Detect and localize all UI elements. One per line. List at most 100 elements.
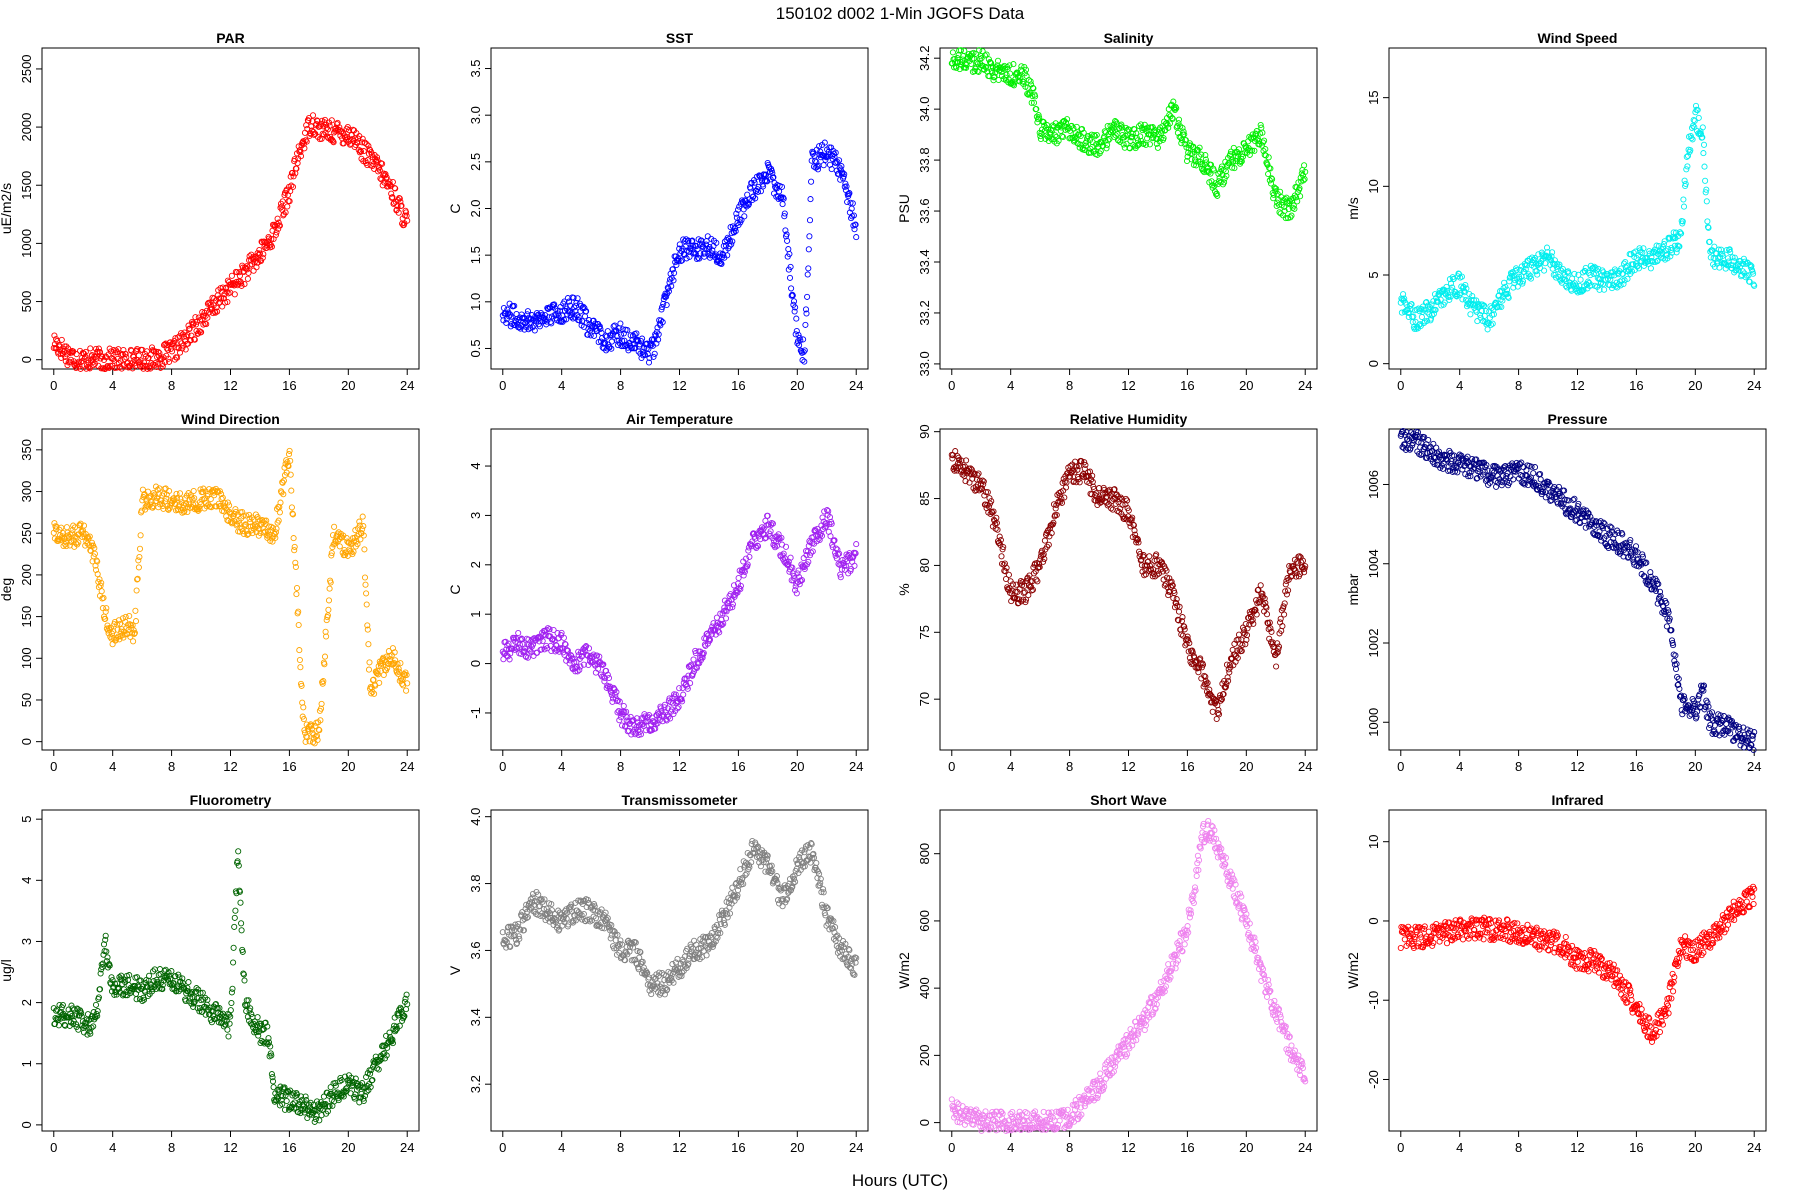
sst-point: [820, 162, 827, 169]
wind-speed-point: [1615, 271, 1622, 278]
pressure-point: [1510, 476, 1517, 483]
wind-speed-point: [1632, 260, 1640, 267]
salinity-point: [1288, 212, 1295, 219]
wind-direction-point: [277, 499, 284, 506]
wind-direction-point: [366, 659, 373, 666]
par-point: [187, 337, 194, 344]
wind-direction-point: [100, 594, 107, 601]
salinity-point: [1103, 145, 1110, 152]
par-point: [287, 173, 294, 180]
salinity-point: [1109, 128, 1116, 135]
sst-point: [779, 201, 786, 208]
air-temperature-xtick-label: 8: [617, 759, 624, 774]
salinity-point: [1192, 158, 1199, 165]
salinity-point: [1089, 139, 1096, 146]
par-point: [293, 165, 300, 172]
par-point: [238, 280, 245, 287]
wind-direction-point: [191, 495, 198, 502]
air-temperature-xtick-label: 20: [790, 759, 804, 774]
wind-direction-point: [190, 487, 197, 495]
sst-point: [606, 344, 613, 351]
pressure-ytick-label: 1006: [1366, 470, 1381, 499]
sst-point: [658, 306, 665, 313]
sst-point: [805, 246, 812, 253]
par-point: [383, 174, 390, 181]
wind-speed-ylabel: m/s: [1345, 197, 1361, 220]
par-point: [165, 355, 172, 362]
salinity-point: [959, 59, 966, 66]
wind-direction-point: [77, 520, 84, 527]
par-point: [284, 203, 291, 210]
wind-direction-point: [116, 636, 123, 643]
wind-speed-point: [1513, 266, 1520, 274]
par-point: [75, 358, 82, 365]
wind-speed-ytick-label: 10: [1366, 179, 1381, 193]
par-point: [275, 225, 282, 232]
sst-point: [732, 228, 739, 235]
wind-speed-point: [1563, 278, 1570, 285]
par-point: [99, 353, 106, 360]
par-point: [111, 357, 118, 364]
salinity-point: [1175, 116, 1183, 123]
relative-humidity-point: [996, 533, 1003, 540]
salinity-point: [1231, 165, 1238, 172]
wind-speed-point: [1487, 321, 1495, 328]
relative-humidity-point: [1041, 537, 1048, 544]
sst-point: [847, 199, 854, 206]
wind-direction-ytick-label: 350: [19, 439, 34, 461]
par-xtick-label: 16: [282, 378, 296, 393]
salinity-point: [1110, 125, 1117, 132]
sst-point: [504, 306, 511, 313]
wind-speed-point: [1640, 245, 1647, 252]
par-point: [174, 354, 181, 361]
par-xtick-label: 0: [50, 378, 57, 393]
wind-speed-point: [1576, 282, 1583, 289]
wind-direction-point: [58, 524, 65, 531]
wind-speed-point: [1523, 262, 1531, 269]
sst-point: [569, 315, 577, 322]
wind-direction-ylabel: deg: [0, 578, 14, 601]
wind-speed-point: [1593, 267, 1600, 274]
par-point: [288, 182, 295, 189]
pressure-title: Pressure: [1548, 411, 1608, 427]
salinity-point: [1295, 179, 1302, 186]
wind-speed-point: [1477, 311, 1484, 318]
wind-speed-point: [1703, 186, 1710, 193]
sst-point: [841, 171, 848, 178]
wind-speed-point: [1751, 282, 1758, 289]
sst-point: [814, 166, 822, 173]
wind-speed-point: [1446, 296, 1453, 303]
wind-direction-point: [132, 618, 140, 625]
salinity-point: [1249, 131, 1256, 138]
salinity-xtick-label: 12: [1121, 378, 1135, 393]
salinity-point: [983, 51, 990, 58]
air-temperature-xtick-label: 0: [499, 759, 506, 774]
wind-speed-xtick-label: 24: [1747, 378, 1761, 393]
wind-direction-point: [361, 546, 368, 553]
wind-speed-point: [1596, 286, 1603, 293]
par-point: [203, 321, 210, 328]
wind-direction-point: [71, 524, 78, 531]
relative-humidity-xtick-label: 0: [948, 759, 955, 774]
salinity-point: [1175, 120, 1182, 127]
sst-point: [726, 237, 734, 245]
sst-point: [568, 313, 575, 320]
salinity-ylabel: PSU: [896, 194, 912, 223]
par-point: [77, 365, 84, 372]
salinity-ytick-label: 33.6: [917, 198, 932, 223]
par-point: [236, 269, 243, 276]
wind-speed-xtick-label: 20: [1688, 378, 1702, 393]
sst-point: [608, 345, 615, 352]
salinity-point: [1257, 121, 1264, 129]
wind-speed-point: [1663, 251, 1670, 258]
sst-point: [617, 320, 624, 327]
salinity-point: [1146, 141, 1153, 148]
sst-point: [783, 231, 790, 238]
salinity-point: [987, 59, 994, 66]
sst-point: [769, 170, 776, 177]
sst-point: [506, 313, 513, 320]
salinity-xtick-label: 16: [1180, 378, 1194, 393]
wind-speed-point: [1489, 320, 1496, 327]
